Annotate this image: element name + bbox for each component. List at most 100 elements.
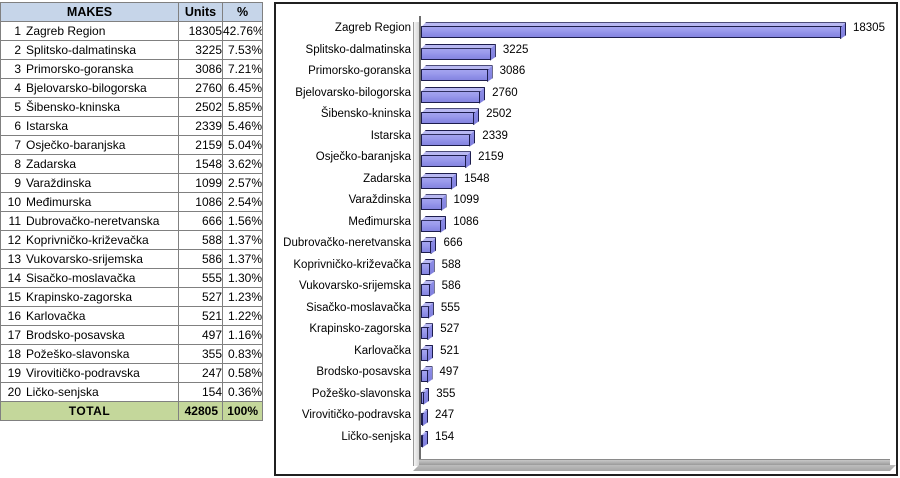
row-number: 4 [14, 81, 21, 95]
cell-percent: 1.23% [222, 287, 263, 307]
bar[interactable] [421, 108, 479, 121]
bar[interactable] [421, 259, 435, 272]
bar[interactable] [421, 366, 433, 379]
cell-units: 247 [178, 363, 223, 383]
table-row[interactable]: 8 Zadarska 1548 3.62% [0, 154, 263, 174]
cell-percent: 2.54% [222, 192, 263, 212]
bar[interactable] [421, 87, 485, 100]
bar-container: 154 [421, 427, 454, 449]
bar[interactable] [421, 44, 496, 57]
bar-row[interactable]: Virovitičko-podravska 247 [276, 405, 896, 427]
table-row[interactable]: 19 Virovitičko-podravska 247 0.58% [0, 363, 263, 383]
make-name-text: Koprivničko-križevačka [26, 233, 149, 247]
bar[interactable] [421, 431, 428, 444]
category-axis-wall [413, 22, 419, 466]
bar-data-label: 586 [441, 280, 461, 292]
bar-data-label: 2760 [492, 86, 518, 99]
table-row[interactable]: 14 Sisačko-moslavačka 555 1.30% [0, 268, 263, 288]
bar[interactable] [421, 151, 471, 164]
bar-chart-panel[interactable]: Zagreb Region 18305 Splitsko-dalmatinska 32… [274, 2, 898, 476]
column-header-percent[interactable]: % [222, 2, 263, 22]
table-row[interactable]: 5 Šibensko-kninska 2502 5.85% [0, 97, 263, 117]
bar-data-label: 18305 [853, 22, 885, 34]
cell-make-name: 9 Varaždinska [0, 173, 179, 193]
bar-row[interactable]: Primorsko-goranska 3086 [276, 61, 896, 83]
bar-row[interactable]: Karlovačka 521 [276, 341, 896, 363]
bar-row[interactable]: Ličko-senjska 154 [276, 427, 896, 449]
bar[interactable] [421, 323, 433, 336]
cell-units: 2760 [178, 78, 223, 98]
table-row[interactable]: 11 Dubrovačko-neretvanska 666 1.56% [0, 211, 263, 231]
table-body: 1 Zagreb Region 18305 42.76% 2 Splitsko-dalma… [0, 21, 263, 421]
bar-data-label: 2502 [486, 108, 512, 120]
bar[interactable] [421, 194, 447, 207]
cell-make-name: 13 Vukovarsko-srijemska [0, 249, 179, 269]
row-number: 9 [14, 176, 21, 190]
cell-units: 18305 [178, 21, 223, 41]
bar-row[interactable]: Varaždinska 1099 [276, 190, 896, 212]
bar[interactable] [421, 345, 433, 358]
bar[interactable] [421, 388, 429, 401]
bar[interactable] [421, 216, 446, 229]
cell-make-name: 4 Bjelovarsko-bilogorska [0, 78, 179, 98]
bar-container: 355 [421, 384, 455, 406]
table-row[interactable]: 7 Osječko-baranjska 2159 5.04% [0, 135, 263, 155]
bar-top-face [421, 173, 457, 178]
bar-top-face [421, 65, 493, 70]
cell-percent: 1.30% [222, 268, 263, 288]
bar-row[interactable]: Sisačko-moslavačka 555 [276, 298, 896, 320]
table-row[interactable]: 4 Bjelovarsko-bilogorska 2760 6.45% [0, 78, 263, 98]
table-row[interactable]: 1 Zagreb Region 18305 42.76% [0, 21, 263, 41]
make-name-text: Varaždinska [26, 176, 92, 190]
bar-row[interactable]: Brodsko-posavska 497 [276, 362, 896, 384]
bar-row[interactable]: Zadarska 1548 [276, 169, 896, 191]
bar-row[interactable]: Bjelovarsko-bilogorska 2760 [276, 83, 896, 105]
bar-front-face [421, 176, 452, 189]
bar-row[interactable]: Dubrovačko-neretvanska 666 [276, 233, 896, 255]
bar-row[interactable]: Istarska 2339 [276, 126, 896, 148]
cell-percent: 0.36% [222, 382, 263, 402]
table-row[interactable]: 17 Brodsko-posavska 497 1.16% [0, 325, 263, 345]
table-row[interactable]: 9 Varaždinska 1099 2.57% [0, 173, 263, 193]
bar-container: 588 [421, 255, 461, 277]
table-row[interactable]: 20 Ličko-senjska 154 0.36% [0, 382, 263, 402]
table-row[interactable]: 18 Požeško-slavonska 355 0.83% [0, 344, 263, 364]
make-name-text: Brodsko-posavska [26, 328, 125, 342]
bar-row[interactable]: Koprivničko-križevačka 588 [276, 255, 896, 277]
bar-row[interactable]: Međimurska 1086 [276, 212, 896, 234]
bar[interactable] [421, 130, 475, 143]
bar-row[interactable]: Zagreb Region 18305 [276, 18, 896, 40]
bar-row[interactable]: Vukovarsko-srijemska 586 [276, 276, 896, 298]
bar[interactable] [421, 65, 493, 78]
table-row[interactable]: 15 Krapinsko-zagorska 527 1.23% [0, 287, 263, 307]
table-row[interactable]: 10 Međimurska 1086 2.54% [0, 192, 263, 212]
category-axis-label: Koprivničko-križevačka [293, 258, 411, 271]
column-header-makes[interactable]: MAKES [0, 2, 179, 22]
category-axis-line [419, 16, 421, 460]
table-row[interactable]: 16 Karlovačka 521 1.22% [0, 306, 263, 326]
cell-percent: 2.57% [222, 173, 263, 193]
bar-front-face [421, 241, 432, 254]
category-axis-label: Zagreb Region [334, 22, 411, 34]
bar[interactable] [421, 409, 428, 422]
bar[interactable] [421, 237, 436, 250]
make-name-text: Primorsko-goranska [26, 62, 134, 76]
table-row[interactable]: 2 Splitsko-dalmatinska 3225 7.53% [0, 40, 263, 60]
bar-data-label: 521 [440, 344, 460, 357]
bar[interactable] [421, 22, 846, 35]
bar-row[interactable]: Splitsko-dalmatinska 3225 [276, 40, 896, 62]
bar-row[interactable]: Osječko-baranjska 2159 [276, 147, 896, 169]
table-row[interactable]: 13 Vukovarsko-srijemska 586 1.37% [0, 249, 263, 269]
table-row[interactable]: 3 Primorsko-goranska 3086 7.21% [0, 59, 263, 79]
bar[interactable] [421, 280, 435, 293]
chart-floor-edge [413, 465, 896, 471]
bar-row[interactable]: Šibensko-kninska 2502 [276, 104, 896, 126]
bar[interactable] [421, 173, 457, 186]
column-header-units[interactable]: Units [178, 2, 223, 22]
bar-data-label: 355 [436, 387, 456, 400]
bar-row[interactable]: Požeško-slavonska 355 [276, 384, 896, 406]
bar[interactable] [421, 302, 434, 315]
table-row[interactable]: 6 Istarska 2339 5.46% [0, 116, 263, 136]
table-row[interactable]: 12 Koprivničko-križevačka 588 1.37% [0, 230, 263, 250]
bar-row[interactable]: Krapinsko-zagorska 527 [276, 319, 896, 341]
